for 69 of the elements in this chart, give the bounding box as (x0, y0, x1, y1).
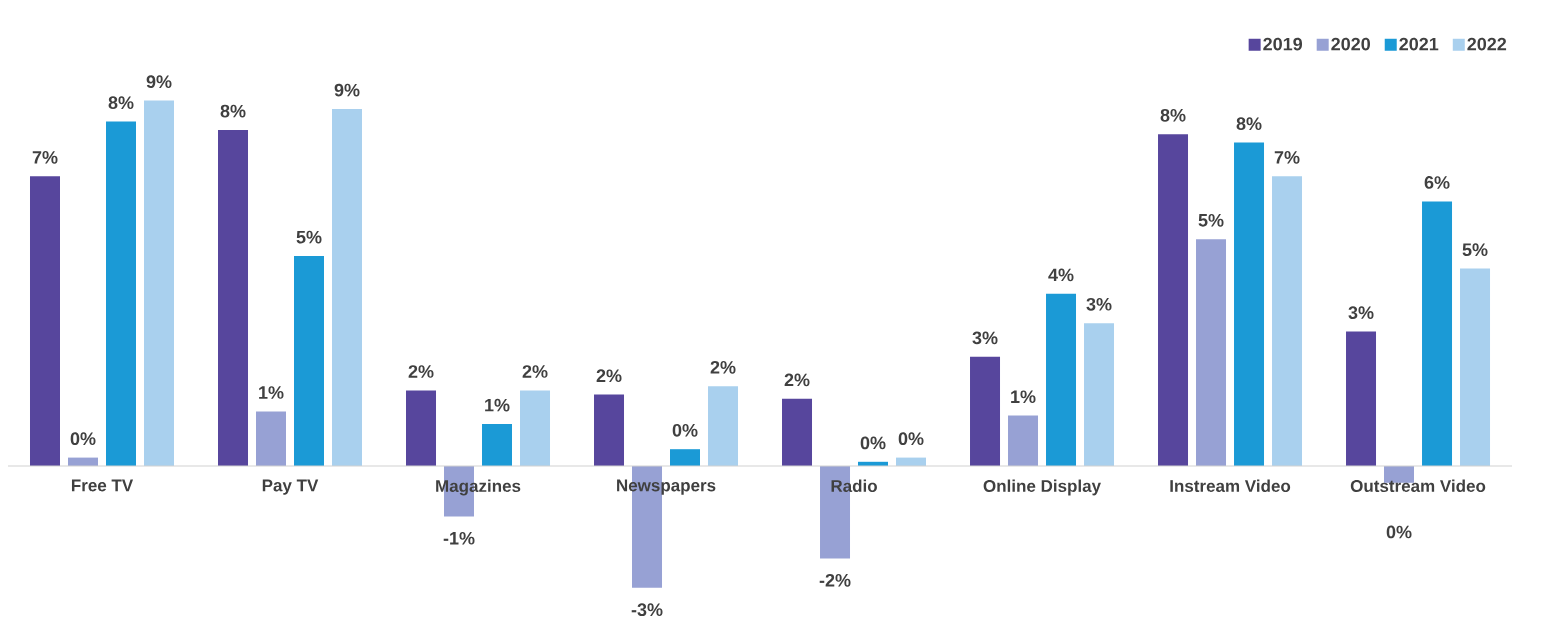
x-tick-label: Free TV (71, 479, 134, 492)
data-label: 9% (146, 75, 172, 89)
bar (1084, 323, 1115, 466)
bar (1008, 415, 1039, 466)
x-tick-label: Instream Video (1170, 479, 1291, 493)
bar (1196, 239, 1227, 466)
x-tick-label: Newspapers (617, 479, 716, 495)
data-label: 0% (70, 432, 96, 446)
bar (1272, 176, 1303, 466)
bar (218, 130, 249, 466)
bar (106, 121, 136, 466)
data-label: 2% (522, 365, 548, 378)
legend-label: 2019 (1263, 37, 1303, 51)
data-label: 0% (898, 432, 924, 446)
data-label: 8% (108, 96, 134, 110)
data-label: 7% (1274, 150, 1300, 164)
data-label: -1% (443, 531, 475, 545)
bar (1460, 268, 1491, 466)
data-label: 2% (408, 365, 434, 378)
bar (594, 394, 625, 466)
bar (332, 109, 363, 466)
data-label: 1% (259, 386, 284, 399)
data-label: 5% (1198, 213, 1224, 227)
x-tick-label: Radio (831, 479, 877, 493)
data-label: 3% (1086, 297, 1112, 311)
data-label: -3% (631, 603, 663, 617)
x-tick-label: Outstream Video (1350, 479, 1486, 493)
bar (294, 255, 324, 466)
bar (406, 390, 437, 466)
bar (1346, 331, 1377, 466)
bar (482, 424, 513, 466)
bar (782, 398, 813, 466)
bar (144, 100, 174, 466)
legend-label: 2020 (1331, 37, 1370, 51)
data-label: 7% (32, 150, 58, 164)
legend-label: 2022 (1467, 37, 1507, 51)
bar (256, 411, 287, 466)
data-label: 1% (1011, 390, 1036, 404)
x-tick-label: Pay TV (262, 479, 319, 495)
data-label: 8% (1236, 117, 1262, 131)
data-label: 3% (1348, 306, 1374, 320)
bar (970, 356, 1001, 466)
bar (1234, 142, 1265, 466)
bar (1046, 293, 1077, 466)
x-tick-label: Magazines (436, 479, 521, 496)
data-label: 6% (1424, 176, 1450, 189)
bar (30, 176, 60, 466)
data-label: 9% (334, 83, 360, 97)
data-label: 2% (710, 360, 736, 374)
bar (520, 390, 551, 466)
bar (708, 386, 739, 466)
data-label: -2% (819, 573, 851, 587)
data-label: 0% (672, 423, 698, 437)
bar (1158, 134, 1189, 466)
data-label: 0% (1386, 525, 1412, 539)
data-label: 1% (485, 398, 510, 412)
x-tick-label: Online Display (983, 479, 1101, 496)
bar (1422, 201, 1453, 466)
data-label: 8% (220, 104, 246, 118)
bar (670, 449, 701, 466)
data-label: 5% (296, 230, 322, 244)
data-label: 2% (596, 369, 622, 383)
data-label: 4% (1048, 268, 1074, 282)
legend-label: 2021 (1399, 37, 1439, 51)
data-label: 8% (1160, 108, 1186, 122)
data-label: 2% (784, 373, 810, 387)
data-label: 5% (1462, 243, 1488, 257)
data-label: 0% (860, 436, 886, 450)
data-label: 3% (972, 331, 998, 345)
